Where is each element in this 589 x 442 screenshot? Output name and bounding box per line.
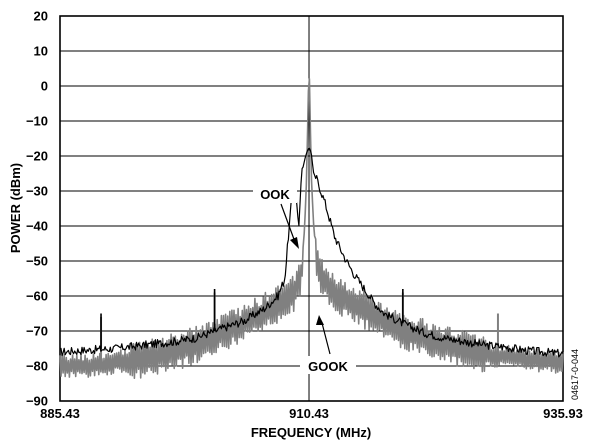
y-tick-label: −70 — [26, 324, 48, 339]
y-tick-label: −20 — [26, 149, 48, 164]
y-tick-label: 20 — [34, 9, 48, 24]
plot-area — [59, 15, 564, 402]
y-axis-title: POWER (dBm) — [8, 163, 23, 253]
x-tick-label: 910.43 — [289, 406, 329, 421]
series-layer — [59, 78, 564, 379]
x-tick-label: 885.43 — [40, 406, 80, 421]
x-tick-labels: 885.43 910.43 935.93 — [40, 406, 583, 421]
y-tick-label: −10 — [26, 114, 48, 129]
x-axis-title: FREQUENCY (MHz) — [251, 425, 371, 440]
x-tick-label: 935.93 — [543, 406, 583, 421]
y-tick-label: 10 — [34, 44, 48, 59]
y-tick-label: −40 — [26, 219, 48, 234]
y-tick-label: −60 — [26, 289, 48, 304]
y-tick-label: −80 — [26, 359, 48, 374]
y-tick-label: 0 — [41, 79, 48, 94]
ook-arrowhead — [290, 237, 299, 249]
ook-label: OOK — [260, 187, 290, 202]
y-tick-labels: 20 10 0 −10 −20 −30 −40 −50 −60 −70 −80 −90 — [26, 9, 48, 409]
y-tick-label: −30 — [26, 184, 48, 199]
gook-callout-line — [321, 322, 331, 355]
y-tick-label: −90 — [26, 394, 48, 409]
figure-id: 04617-0-044 — [570, 349, 580, 400]
y-tick-label: −50 — [26, 254, 48, 269]
gook-label: GOOK — [308, 359, 348, 374]
ook-label-background — [253, 185, 297, 203]
gook-arrowhead — [316, 315, 324, 325]
callouts: OOK GOOK — [253, 185, 356, 374]
ook-callout-line — [280, 203, 296, 243]
gook-label-background — [300, 356, 356, 374]
series-line-ook — [59, 147, 564, 358]
